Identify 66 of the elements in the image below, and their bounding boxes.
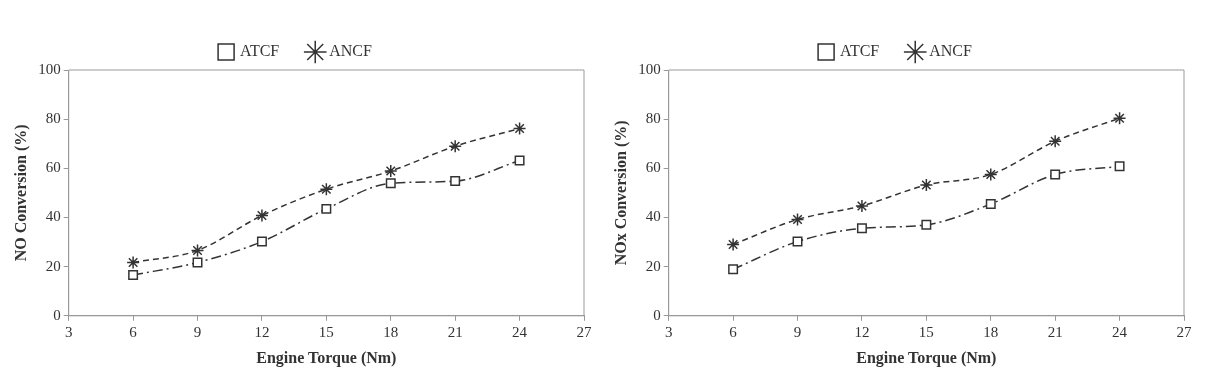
y-tick-label: 0 <box>53 306 61 323</box>
y-axis-title: NO Conversion (%) <box>11 124 30 262</box>
x-tick-label: 21 <box>1047 323 1063 340</box>
y-axis-title: NOx Conversion (%) <box>611 120 630 266</box>
point <box>319 182 334 196</box>
x-tick-label: 18 <box>383 323 399 340</box>
point <box>256 236 267 247</box>
x-tick-label: 6 <box>729 323 738 340</box>
y-tick-label: 60 <box>645 159 661 176</box>
point <box>448 139 462 153</box>
point <box>126 255 140 270</box>
point <box>514 155 525 166</box>
point <box>190 243 205 258</box>
point <box>728 264 739 275</box>
x-tick-label: 12 <box>254 323 270 340</box>
y-tick-label: 80 <box>645 110 661 127</box>
x-tick-label: 9 <box>193 323 202 340</box>
legend-label: ANCF <box>329 42 372 60</box>
point <box>1112 111 1127 125</box>
point <box>921 219 932 230</box>
legend-label: ATCF <box>840 42 880 60</box>
x-tick-label: 9 <box>793 323 802 340</box>
y-tick-label: 100 <box>38 60 61 77</box>
point <box>984 167 998 182</box>
y-tick-label: 100 <box>638 60 661 77</box>
point <box>985 198 996 209</box>
point <box>450 176 461 187</box>
point <box>792 236 803 247</box>
point <box>856 223 867 234</box>
x-tick-label: 12 <box>854 323 870 340</box>
x-tick-label: 27 <box>1176 323 1192 340</box>
point <box>385 178 396 189</box>
point <box>790 212 805 227</box>
y-tick-label: 40 <box>45 208 61 225</box>
y-tick-label: 40 <box>645 208 661 225</box>
x-tick-label: 24 <box>1112 323 1128 340</box>
y-tick-label: 20 <box>645 257 661 274</box>
y-tick-label: 20 <box>45 257 61 274</box>
x-tick-label: 3 <box>664 323 673 340</box>
x-tick-label: 24 <box>512 323 528 340</box>
point <box>919 178 934 192</box>
x-tick-label: 21 <box>447 323 463 340</box>
y-tick-label: 60 <box>45 159 61 176</box>
legend-label: ANCF <box>929 42 972 60</box>
x-tick-label: 18 <box>983 323 999 340</box>
x-tick-label: 15 <box>318 323 334 340</box>
point <box>1114 161 1125 172</box>
x-tick-label: 27 <box>576 323 592 340</box>
x-tick-label: 15 <box>918 323 934 340</box>
point <box>321 203 332 214</box>
x-tick-label: 3 <box>64 323 73 340</box>
point <box>512 121 527 136</box>
y-tick-label: 0 <box>653 306 661 323</box>
point <box>128 270 139 280</box>
point <box>255 208 269 223</box>
point <box>855 199 869 213</box>
point <box>1050 169 1061 180</box>
x-tick-label: 6 <box>129 323 138 340</box>
y-tick-label: 80 <box>45 110 61 127</box>
point <box>384 164 398 178</box>
x-axis-title: Engine Torque (Nm) <box>256 348 397 367</box>
point <box>1048 134 1062 149</box>
point <box>192 257 203 268</box>
point <box>726 237 740 252</box>
legend-label: ATCF <box>240 42 280 60</box>
x-axis-title: Engine Torque (Nm) <box>856 348 997 367</box>
